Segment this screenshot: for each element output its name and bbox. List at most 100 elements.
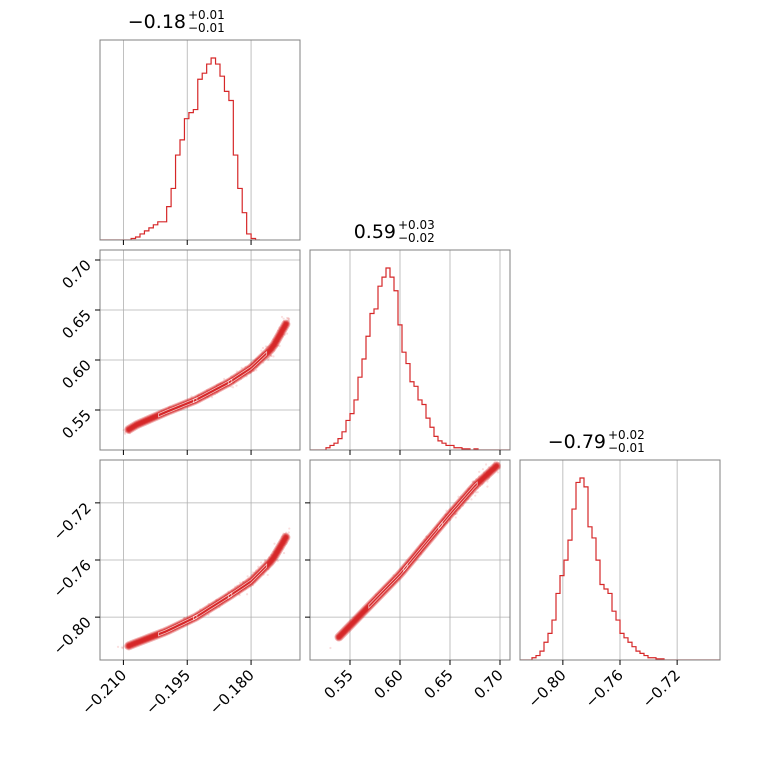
scatter-point	[484, 463, 488, 466]
contour-line	[227, 563, 268, 599]
scatter-point	[288, 527, 291, 530]
x-tick-label: −0.195	[142, 666, 194, 718]
scatter-point	[116, 645, 120, 648]
scatter-point	[288, 318, 291, 321]
scatter-point	[122, 428, 125, 432]
scatter-point	[267, 357, 270, 360]
x-tick-label: −0.72	[639, 666, 684, 711]
scatter-point	[262, 361, 265, 364]
scatter-point	[238, 581, 242, 584]
scatter-point	[268, 356, 271, 359]
scatter-point	[282, 551, 286, 555]
y-tick-label: 0.70	[58, 256, 94, 292]
scatter-point	[486, 480, 489, 483]
scatter-point	[282, 317, 285, 320]
scatter-point	[280, 315, 284, 319]
y-tick-label: 0.65	[58, 306, 94, 342]
scatter-point	[210, 396, 214, 399]
y-tick-label: −0.72	[50, 499, 95, 544]
x-tick-label: 0.65	[420, 666, 456, 702]
x-tick-label: 0.70	[470, 666, 506, 702]
scatter-point	[266, 358, 270, 361]
scatter-point	[257, 565, 260, 568]
scatter-point	[230, 385, 233, 388]
histogram-panel-2: −0.80 −0.76 −0.72	[519, 459, 721, 711]
x-tick-label: −0.180	[206, 666, 258, 718]
scatter-point	[457, 495, 460, 498]
panel-border	[99, 249, 301, 451]
scatter-point	[223, 377, 226, 381]
panel-border	[309, 249, 511, 451]
scatter-point	[474, 494, 477, 497]
scatter-point	[478, 470, 481, 473]
scatter-point	[227, 590, 230, 593]
contour-band	[127, 322, 288, 431]
scatter-point	[287, 317, 290, 320]
panel-title-minus: −0.02	[398, 231, 435, 245]
scatter-point	[273, 542, 276, 545]
x-tick-label: −0.76	[582, 666, 627, 711]
scatter-point	[499, 456, 501, 458]
scatter-content	[329, 456, 501, 650]
scatter-point	[270, 354, 273, 358]
histogram-step	[310, 267, 510, 450]
panel-title-median: −0.79	[548, 431, 606, 453]
contour-band	[337, 464, 498, 639]
scatter-point	[496, 471, 499, 474]
scatter-point	[231, 386, 235, 389]
scatter-point	[278, 344, 281, 347]
scatter-point	[123, 432, 127, 435]
scatter-point	[240, 366, 243, 370]
scatter-point	[123, 431, 126, 434]
scatter-point	[287, 531, 290, 534]
scatter-point	[266, 573, 269, 577]
scatter-point	[253, 369, 256, 373]
scatter-point	[498, 457, 500, 459]
panel-title-median: 0.59	[354, 221, 396, 243]
scatter-point	[282, 532, 285, 535]
scatter-point	[246, 575, 249, 578]
scatter-point	[245, 375, 248, 378]
x-tick-label: 0.60	[370, 666, 406, 702]
scatter-point	[261, 346, 265, 350]
scatter-point	[287, 319, 291, 322]
scatter-point	[487, 466, 490, 469]
scatter-point	[235, 370, 238, 373]
panel-title-minus: −0.01	[608, 441, 645, 455]
scatter-point	[121, 647, 124, 650]
scatter-point	[285, 531, 288, 534]
panel-title-minus: −0.01	[188, 21, 225, 35]
scatter-panel-0-2: −0.210 −0.195 −0.180 −0.80 −0.76 −0.72	[50, 459, 301, 718]
scatter-content	[122, 315, 291, 435]
scatter-point	[260, 349, 263, 352]
panel-background	[100, 40, 300, 240]
scatter-point	[272, 355, 275, 358]
x-tick-label: −0.210	[78, 666, 130, 718]
scatter-point	[486, 485, 489, 488]
panel-border	[99, 39, 301, 241]
scatter-content	[116, 527, 291, 651]
panel-title-plus: +0.02	[608, 428, 645, 442]
scatter-point	[190, 395, 193, 398]
scatter-point	[476, 491, 479, 494]
scatter-point	[251, 571, 254, 574]
scatter-point	[454, 516, 457, 519]
y-tick-label: 0.60	[58, 356, 94, 392]
contour-line	[227, 350, 268, 386]
panel-title-median: −0.18	[128, 11, 186, 33]
scatter-point	[235, 384, 238, 387]
panel-title-plus: +0.03	[398, 218, 435, 232]
scatter-point	[263, 559, 267, 562]
y-tick-label: −0.80	[50, 613, 95, 658]
scatter-point	[285, 332, 289, 335]
x-tick-label: 0.55	[320, 666, 356, 702]
panel-title-plus: +0.01	[188, 8, 225, 22]
x-tick-label: −0.80	[524, 666, 569, 711]
histogram-panel-1	[309, 249, 511, 455]
scatter-point	[329, 646, 332, 650]
scatter-point	[455, 512, 458, 515]
scatter-point	[445, 509, 448, 512]
y-tick-label: 0.55	[58, 406, 94, 442]
scatter-point	[270, 354, 273, 357]
